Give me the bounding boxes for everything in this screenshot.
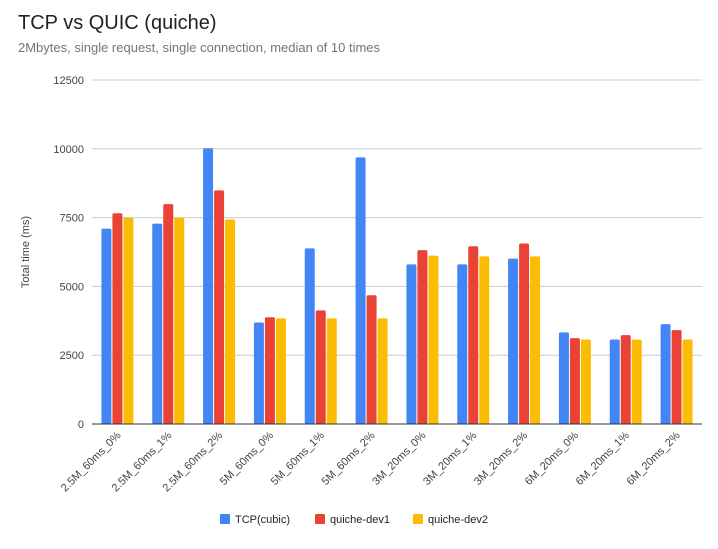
bar-quiche-dev2 (326, 318, 337, 424)
legend-label: quiche-dev1 (330, 514, 390, 526)
x-tick-label: 5M_60ms_2% (319, 429, 377, 487)
bar-quiche-dev2 (377, 318, 388, 424)
y-axis-label: Total time (ms) (20, 216, 32, 288)
x-tick-label: 6M_20ms_2% (624, 429, 682, 487)
bar-quiche-dev1 (315, 310, 326, 424)
bar-quiche-dev2 (631, 339, 642, 424)
bar-quiche-dev1 (468, 246, 479, 424)
chart-title: TCP vs QUIC (quiche) (18, 12, 217, 34)
x-tick-label: 3M_20ms_2% (472, 429, 530, 487)
bar-tcp-cubic- (660, 324, 671, 424)
bar-quiche-dev1 (366, 295, 377, 424)
x-tick-label: 5M_60ms_1% (269, 429, 327, 487)
bar-quiche-dev1 (264, 317, 275, 424)
bar-quiche-dev1 (163, 204, 174, 424)
bar-quiche-dev1 (417, 250, 428, 424)
bar-tcp-cubic- (304, 248, 315, 424)
y-tick-label: 0 (78, 419, 84, 431)
y-tick-label: 7500 (60, 213, 84, 225)
legend-swatch (315, 514, 325, 524)
x-tick-label: 5M_60ms_0% (218, 429, 276, 487)
bar-quiche-dev2 (275, 318, 286, 424)
bar-tcp-cubic- (457, 264, 468, 424)
bar-quiche-dev2 (479, 256, 490, 424)
bar-tcp-cubic- (558, 332, 569, 424)
bar-quiche-dev2 (428, 255, 439, 424)
bar-quiche-dev2 (123, 217, 134, 424)
bar-tcp-cubic- (609, 339, 620, 424)
x-tick-label: 6M_20ms_1% (574, 429, 632, 487)
bar-quiche-dev1 (620, 335, 631, 424)
bar-quiche-dev1 (112, 213, 123, 424)
x-tick-label: 6M_20ms_0% (523, 429, 581, 487)
x-tick-label: 3M_20ms_0% (370, 429, 428, 487)
legend-swatch (220, 514, 230, 524)
bar-tcp-cubic- (152, 223, 163, 424)
bar-tcp-cubic- (406, 264, 417, 424)
legend-swatch (413, 514, 423, 524)
bar-tcp-cubic- (355, 157, 366, 424)
legend-label: quiche-dev2 (428, 514, 488, 526)
y-tick-label: 2500 (60, 350, 84, 362)
bar-quiche-dev2 (174, 217, 185, 424)
legend-label: TCP(cubic) (235, 514, 290, 526)
chart-subtitle: 2Mbytes, single request, single connecti… (18, 40, 381, 55)
x-tick-label: 3M_20ms_1% (421, 429, 479, 487)
bar-tcp-cubic- (203, 148, 214, 424)
y-tick-label: 10000 (53, 144, 84, 156)
bar-quiche-dev1 (214, 190, 225, 424)
bar-quiche-dev2 (530, 256, 541, 424)
bar-tcp-cubic- (101, 228, 112, 424)
y-tick-label: 12500 (53, 75, 84, 87)
y-tick-label: 5000 (60, 281, 84, 293)
bar-quiche-dev2 (225, 219, 236, 424)
bar-quiche-dev1 (519, 243, 530, 424)
bar-tcp-cubic- (253, 322, 264, 424)
bar-quiche-dev1 (569, 338, 580, 424)
bar-quiche-dev2 (682, 339, 693, 424)
bar-quiche-dev2 (580, 339, 591, 424)
bar-quiche-dev1 (671, 330, 682, 424)
bar-tcp-cubic- (508, 258, 519, 424)
